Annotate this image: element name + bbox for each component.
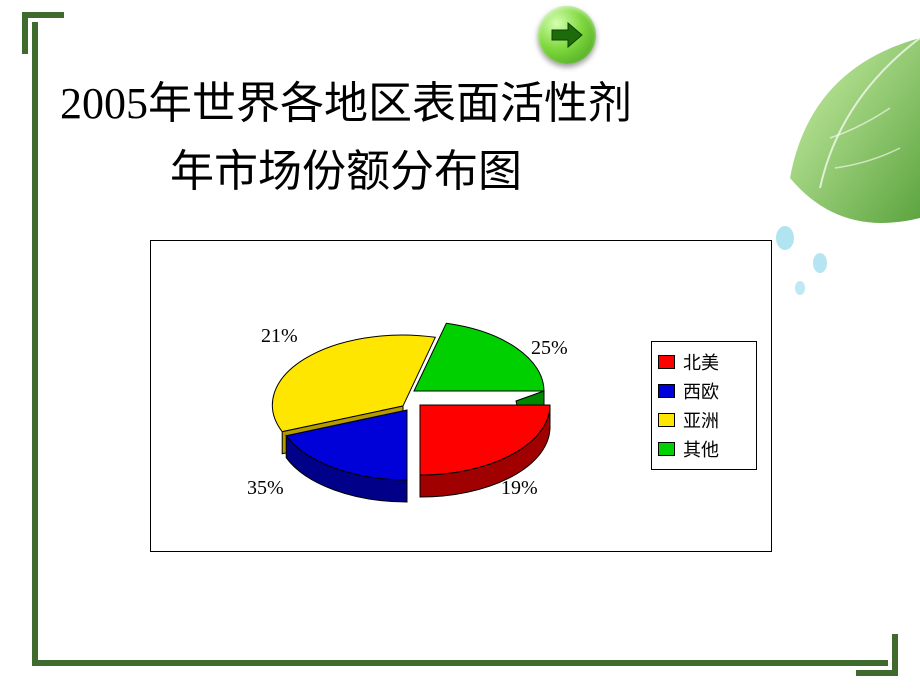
legend-label-na: 北美 [683,349,719,375]
chart-legend: 北美 西欧 亚洲 其他 [651,341,757,470]
frame-corner-bottom-right [856,634,898,676]
frame-bottom [32,660,888,666]
swatch-asia [658,413,675,427]
legend-item-na: 北美 [658,349,750,375]
pie-chart-container: 25% 19% 35% 21% 北美 西欧 亚洲 其他 [150,240,772,552]
next-arrow-button[interactable] [538,6,596,64]
pct-label-west-eur: 19% [501,477,538,500]
pct-label-other: 21% [261,325,298,348]
title-line-1: 2005年世界各地区表面活性剂 [60,79,632,128]
slide: { "title_line1": "2005年世界各地区表面活性剂", "tit… [0,0,920,690]
legend-item-west-eur: 西欧 [658,378,750,404]
pie-chart [161,251,661,541]
arrow-right-icon [550,20,584,50]
legend-label-other: 其他 [683,436,719,462]
swatch-other [658,442,675,456]
legend-item-other: 其他 [658,436,750,462]
legend-label-west-eur: 西欧 [683,378,719,404]
legend-item-asia: 亚洲 [658,407,750,433]
legend-label-asia: 亚洲 [683,407,719,433]
frame-left [32,22,38,666]
swatch-west-eur [658,384,675,398]
frame-corner-top-left [22,12,64,54]
pct-label-na: 25% [531,337,568,360]
slide-title: 2005年世界各地区表面活性剂 年市场份额分布图 [60,70,820,206]
pct-label-asia: 35% [247,477,284,500]
title-line-2: 年市场份额分布图 [60,138,820,206]
swatch-na [658,355,675,369]
